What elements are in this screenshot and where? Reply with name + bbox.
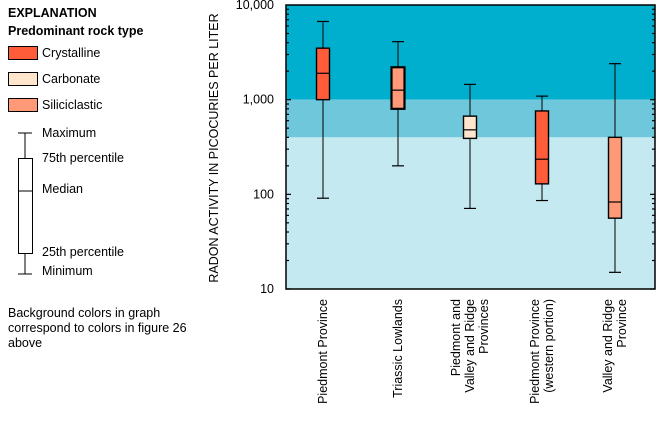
box-1 bbox=[390, 41, 406, 167]
box-4 bbox=[607, 63, 623, 273]
legend-item-crystalline: Crystalline bbox=[8, 46, 100, 60]
x-tick-label: Triassic Lowlands bbox=[391, 299, 405, 398]
swatch-siliciclastic bbox=[8, 98, 38, 112]
x-tick-label-line: Provinces bbox=[477, 299, 491, 354]
box-2 bbox=[462, 83, 478, 210]
box-3 bbox=[534, 95, 550, 202]
iqr-box bbox=[607, 136, 623, 219]
x-tick-label-line: Piedmont Province bbox=[316, 299, 330, 404]
boxplot-key-diagram bbox=[18, 132, 33, 275]
key-p25-label: 25th percentile bbox=[42, 245, 125, 259]
x-tick-label: Piedmont and Valley and Ridge Provinces bbox=[449, 299, 491, 393]
x-tick-label: Piedmont Province bbox=[316, 299, 330, 404]
x-tick-label-line: (western portion) bbox=[542, 299, 556, 393]
legend-title: EXPLANATION bbox=[8, 6, 97, 20]
x-tick-label: Valley and Ridge Province bbox=[601, 299, 629, 393]
legend-item-carbonate: Carbonate bbox=[8, 72, 100, 86]
key-maximum-label: Maximum bbox=[42, 126, 97, 140]
box-0 bbox=[315, 20, 331, 199]
iqr-box bbox=[462, 115, 478, 140]
swatch-carbonate bbox=[8, 72, 38, 86]
key-median-label: Median bbox=[42, 182, 83, 196]
swatch-crystalline bbox=[8, 46, 38, 60]
legend-label: Carbonate bbox=[42, 72, 101, 86]
iqr-box bbox=[534, 110, 550, 185]
legend-label: Crystalline bbox=[42, 46, 101, 60]
background-note: Background colors in graph correspond to… bbox=[8, 306, 187, 350]
x-tick-label-line: Valley and Ridge bbox=[601, 299, 615, 393]
x-tick-label-line: Valley and Ridge bbox=[463, 299, 477, 393]
legend: EXPLANATION Predominant rock type Crysta… bbox=[8, 4, 208, 350]
y-tick-label: 10,000 bbox=[236, 0, 274, 12]
legend-label: Siliciclastic bbox=[42, 98, 103, 112]
y-tick-label: 1,000 bbox=[243, 93, 274, 107]
legend-subtitle: Predominant rock type bbox=[8, 24, 144, 38]
y-tick-label: 10 bbox=[260, 282, 274, 296]
iqr-box bbox=[315, 47, 331, 101]
plot-frame bbox=[285, 4, 656, 290]
y-axis-label: RADON ACTIVITY IN PICOCURIES PER LITER bbox=[207, 13, 221, 282]
x-tick-label-line: Triassic Lowlands bbox=[391, 299, 405, 398]
x-tick-label-line: Piedmont and bbox=[449, 299, 463, 376]
key-minimum-label: Minimum bbox=[42, 264, 93, 278]
iqr-box bbox=[390, 66, 406, 110]
x-tick-label: Piedmont Province (western portion) bbox=[528, 299, 556, 404]
x-tick-label-line: Piedmont Province bbox=[528, 299, 542, 404]
y-tick-label: 100 bbox=[253, 187, 274, 201]
x-tick-label-line: Province bbox=[615, 299, 629, 348]
key-p75-label: 75th percentile bbox=[42, 151, 125, 165]
legend-item-siliciclastic: Siliciclastic bbox=[8, 98, 102, 112]
